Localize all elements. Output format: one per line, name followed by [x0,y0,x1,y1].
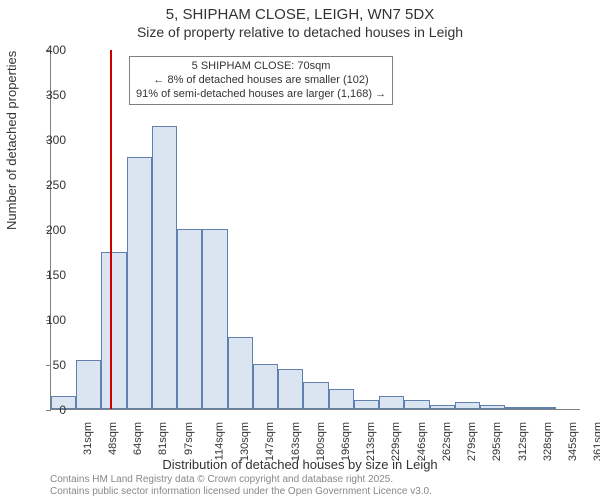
histogram-bar [253,364,278,409]
plot-area: 5 SHIPHAM CLOSE: 70sqm← 8% of detached h… [50,50,580,410]
x-tick-label: 262sqm [441,422,453,461]
x-tick-label: 213sqm [365,422,377,461]
histogram-bar [303,382,328,409]
y-tick-label: 100 [26,313,66,327]
x-tick-label: 130sqm [239,422,251,461]
y-tick-label: 50 [26,358,66,372]
histogram-bar [329,389,354,409]
histogram-bar [101,252,126,410]
annotation-line: ← 8% of detached houses are smaller (102… [136,74,386,88]
x-tick-label: 163sqm [290,422,302,461]
y-tick-label: 300 [26,133,66,147]
footer-attribution: Contains HM Land Registry data © Crown c… [50,474,432,498]
x-tick-label: 246sqm [416,422,428,461]
x-tick-label: 312sqm [517,422,529,461]
histogram-bar [455,402,480,409]
histogram-bar [127,157,152,409]
histogram-bar [505,407,530,409]
y-tick-label: 150 [26,268,66,282]
footer-line-1: Contains HM Land Registry data © Crown c… [50,474,432,486]
y-tick-label: 250 [26,178,66,192]
histogram-bar [278,369,303,410]
annotation-line: 91% of semi-detached houses are larger (… [136,88,386,102]
x-tick-label: 97sqm [183,422,195,455]
chart-title: 5, SHIPHAM CLOSE, LEIGH, WN7 5DX [0,0,600,24]
histogram-bar [354,400,379,409]
histogram-bar [228,337,253,409]
histogram-bar [202,229,227,409]
x-tick-label: 196sqm [340,422,352,461]
x-tick-label: 229sqm [391,422,403,461]
x-tick-label: 147sqm [264,422,276,461]
histogram-bar [177,229,202,409]
x-tick-label: 114sqm [213,422,225,460]
y-tick-label: 350 [26,88,66,102]
y-tick-label: 0 [26,403,66,417]
histogram-bar [152,126,177,410]
chart-subtitle: Size of property relative to detached ho… [0,24,600,44]
x-tick-label: 48sqm [107,422,119,455]
x-tick-label: 345sqm [567,422,579,461]
annotation-line: 5 SHIPHAM CLOSE: 70sqm [136,60,386,74]
histogram-bar [379,396,404,410]
y-tick-label: 200 [26,223,66,237]
footer-line-2: Contains public sector information licen… [50,486,432,498]
x-tick-label: 361sqm [593,422,600,461]
y-tick-label: 400 [26,43,66,57]
y-axis-label: Number of detached properties [4,51,19,230]
annotation-box: 5 SHIPHAM CLOSE: 70sqm← 8% of detached h… [129,56,393,105]
histogram-bar [430,405,455,410]
x-tick-label: 64sqm [132,422,144,455]
histogram-bar [404,400,429,409]
histogram-bar [531,407,556,409]
histogram-bar [480,405,505,410]
x-tick-label: 31sqm [82,422,94,455]
x-tick-label: 180sqm [315,422,327,461]
x-tick-label: 328sqm [542,422,554,461]
histogram-bar [76,360,101,410]
reference-line [110,50,112,409]
x-tick-label: 81sqm [157,422,169,455]
x-tick-label: 295sqm [492,422,504,461]
x-tick-label: 279sqm [466,422,478,461]
